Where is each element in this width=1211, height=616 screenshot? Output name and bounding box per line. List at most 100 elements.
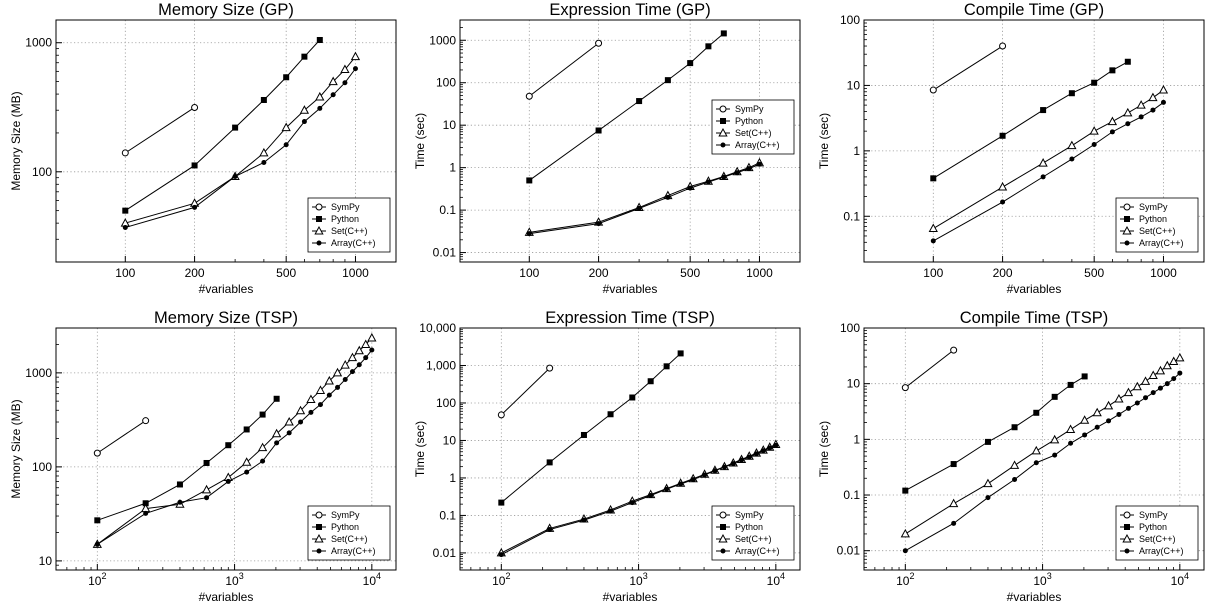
legend-marker	[719, 511, 727, 519]
data-point	[734, 170, 740, 176]
legend-marker	[720, 548, 726, 554]
y-tick-label: 0.01	[837, 544, 861, 558]
chart-compile-time-gp: Compile Time (GP) 100 200 500 1000 0.1 1 10 100 #…	[808, 0, 1211, 308]
legend-label: Array(C++)	[331, 238, 376, 248]
data-point	[746, 454, 752, 460]
x-tick-label: 102	[896, 571, 914, 588]
data-point	[308, 409, 314, 415]
legend-marker	[720, 524, 726, 530]
legend-marker	[718, 127, 728, 137]
data-point	[261, 160, 267, 166]
series-line	[125, 68, 356, 229]
data-point	[730, 461, 736, 467]
legend-label: Python	[331, 214, 359, 224]
y-tick-label: 10	[847, 377, 861, 391]
chart-title: Expression Time (TSP)	[545, 309, 715, 327]
data-point	[1068, 90, 1075, 97]
legend-marker	[316, 524, 322, 530]
data-point	[498, 552, 504, 558]
data-point	[705, 43, 712, 50]
legend-label: Set(C++)	[1139, 534, 1176, 544]
data-point	[999, 132, 1006, 139]
chart-svg: Memory Size (GP) 100 200 500 1000 100 1000 #var…	[9, 1, 397, 296]
data-point	[1092, 407, 1102, 417]
x-tick-label: 102	[88, 571, 106, 588]
legend-marker	[719, 105, 727, 113]
legend-item-array-c: Array(C++)	[1120, 546, 1184, 556]
chart-title: Compile Time (TSP)	[960, 309, 1109, 327]
data-point	[928, 223, 938, 233]
y-tick-label: 0.01	[433, 246, 457, 260]
y-tick-label: 100	[436, 76, 456, 90]
data-point	[985, 495, 991, 501]
legend: SymPy Python Set(C++) Array(C++)	[307, 197, 391, 253]
data-point	[581, 517, 587, 523]
y-axis-label: Memory Size (MB)	[9, 399, 23, 498]
data-point	[332, 367, 343, 377]
data-point	[1140, 376, 1151, 385]
x-tick-label: 104	[1171, 571, 1189, 588]
data-point	[1067, 140, 1077, 150]
data-point	[1000, 199, 1006, 205]
y-axis-label: Time (sec)	[817, 113, 831, 169]
data-point	[663, 363, 670, 370]
data-point	[363, 355, 369, 361]
data-point	[760, 448, 766, 454]
data-point	[326, 392, 332, 398]
data-point	[984, 438, 991, 445]
data-point	[142, 500, 149, 507]
data-point	[1143, 395, 1149, 401]
x-axis-label: #variables	[1007, 282, 1062, 296]
series-line	[528, 42, 599, 97]
data-point	[1011, 424, 1018, 431]
data-point	[1068, 440, 1074, 446]
data-point	[281, 122, 291, 132]
data-point	[94, 541, 100, 547]
legend-marker	[314, 533, 324, 543]
data-point	[721, 174, 727, 180]
y-tick-label: 100	[840, 13, 860, 27]
series-array-c	[122, 66, 358, 231]
legend-label: Set(C++)	[735, 534, 772, 544]
plot-frame	[863, 327, 1205, 571]
data-point	[1148, 370, 1158, 380]
data-point	[664, 77, 671, 84]
data-point	[1089, 126, 1099, 135]
x-tick-label: 104	[363, 571, 381, 588]
data-point	[1031, 445, 1041, 455]
y-tick-label: 0.1	[439, 508, 456, 522]
data-point	[335, 384, 341, 390]
data-point	[1051, 393, 1058, 400]
data-point	[1038, 158, 1048, 167]
data-point	[753, 451, 759, 457]
series-line	[933, 89, 1164, 229]
legend-item-array-c: Array(C++)	[716, 140, 780, 150]
plot-frame	[459, 327, 801, 571]
data-point	[930, 238, 936, 244]
data-point	[629, 500, 635, 506]
legend-label: Set(C++)	[331, 534, 368, 544]
data-point	[93, 449, 101, 457]
data-point	[203, 459, 210, 466]
y-tick-label: 100	[32, 165, 52, 179]
series-array-c	[526, 161, 762, 237]
data-point	[283, 74, 290, 81]
data-point	[902, 487, 909, 494]
data-point	[1158, 84, 1169, 94]
legend: SymPy Python Set(C++) Array(C++)	[711, 99, 795, 155]
legend-label: SymPy	[735, 104, 764, 114]
legend-label: Set(C++)	[735, 128, 772, 138]
data-point	[1082, 432, 1088, 438]
data-point	[1033, 409, 1040, 416]
chart-svg: Compile Time (TSP) 102 103 104 0.01 0.1 1 10 100…	[817, 309, 1205, 604]
data-point	[608, 508, 614, 514]
data-point	[1123, 107, 1133, 117]
data-point	[930, 175, 937, 182]
data-point	[315, 91, 325, 101]
data-point	[1067, 381, 1074, 388]
y-axis-label: Time (sec)	[817, 421, 831, 477]
data-point	[1040, 174, 1046, 180]
series-line	[905, 375, 1085, 492]
data-point	[342, 80, 348, 86]
